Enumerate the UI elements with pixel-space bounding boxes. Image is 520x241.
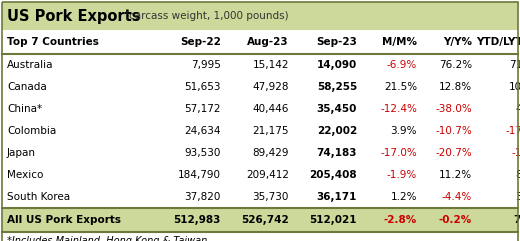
Text: 47,928: 47,928: [253, 82, 289, 92]
Text: -0.2%: -0.2%: [439, 215, 472, 225]
Text: -1.9%: -1.9%: [387, 170, 417, 180]
Text: 3.4%: 3.4%: [515, 192, 520, 202]
Text: -1.5%: -1.5%: [512, 148, 520, 158]
Text: US Pork Exports: US Pork Exports: [7, 8, 140, 24]
Text: Y/Y%: Y/Y%: [443, 37, 472, 47]
Text: 3.9%: 3.9%: [391, 126, 417, 136]
Text: 24,634: 24,634: [185, 126, 221, 136]
Bar: [2, 186, 518, 208]
Text: 12.8%: 12.8%: [439, 82, 472, 92]
Text: 58,255: 58,255: [317, 82, 357, 92]
Text: 7,995: 7,995: [191, 60, 221, 70]
Text: 71.4%: 71.4%: [509, 60, 520, 70]
Text: M/M%: M/M%: [382, 37, 417, 47]
Text: Colombia: Colombia: [7, 126, 56, 136]
Text: 89,429: 89,429: [253, 148, 289, 158]
Bar: [2, 120, 518, 142]
Text: All US Pork Exports: All US Pork Exports: [7, 215, 121, 225]
Bar: [2, 30, 518, 54]
Text: -38.0%: -38.0%: [435, 104, 472, 114]
Text: 4.3%: 4.3%: [515, 104, 520, 114]
Text: Canada: Canada: [7, 82, 47, 92]
Text: 36,171: 36,171: [317, 192, 357, 202]
Bar: [2, 54, 518, 76]
Text: 15,142: 15,142: [253, 60, 289, 70]
Text: Sep-23: Sep-23: [316, 37, 357, 47]
Text: 37,820: 37,820: [185, 192, 221, 202]
Text: Mexico: Mexico: [7, 170, 43, 180]
Text: 512,021: 512,021: [309, 215, 357, 225]
Text: 35,730: 35,730: [253, 192, 289, 202]
Text: 74,183: 74,183: [317, 148, 357, 158]
Text: Aug-23: Aug-23: [248, 37, 289, 47]
Text: Australia: Australia: [7, 60, 54, 70]
Text: -17.0%: -17.0%: [380, 148, 417, 158]
Text: South Korea: South Korea: [7, 192, 70, 202]
Text: 10.4%: 10.4%: [509, 82, 520, 92]
Text: -12.4%: -12.4%: [380, 104, 417, 114]
Text: 11.2%: 11.2%: [439, 170, 472, 180]
Text: 209,412: 209,412: [246, 170, 289, 180]
Bar: [2, 2, 518, 30]
Text: -4.4%: -4.4%: [442, 192, 472, 202]
Text: -6.9%: -6.9%: [387, 60, 417, 70]
Text: Japan: Japan: [7, 148, 36, 158]
Bar: [2, 142, 518, 164]
Text: 57,172: 57,172: [185, 104, 221, 114]
Text: 76.2%: 76.2%: [439, 60, 472, 70]
Text: 51,653: 51,653: [185, 82, 221, 92]
Text: 1.2%: 1.2%: [391, 192, 417, 202]
Text: YTD/LYTD%: YTD/LYTD%: [476, 37, 520, 47]
Bar: [2, 98, 518, 120]
Text: 205,408: 205,408: [309, 170, 357, 180]
Text: *Includes Mainland, Hong Kong & Taiwan: *Includes Mainland, Hong Kong & Taiwan: [7, 236, 207, 241]
Text: 93,530: 93,530: [185, 148, 221, 158]
Text: -20.7%: -20.7%: [435, 148, 472, 158]
Bar: [2, 76, 518, 98]
Text: 40,446: 40,446: [253, 104, 289, 114]
Text: -10.7%: -10.7%: [435, 126, 472, 136]
Text: 14,090: 14,090: [317, 60, 357, 70]
Text: 8.5%: 8.5%: [515, 170, 520, 180]
Text: -17.2%: -17.2%: [505, 126, 520, 136]
Text: 184,790: 184,790: [178, 170, 221, 180]
Text: 512,983: 512,983: [174, 215, 221, 225]
Text: (carcass weight, 1,000 pounds): (carcass weight, 1,000 pounds): [125, 11, 289, 21]
Text: 21.5%: 21.5%: [384, 82, 417, 92]
Bar: [2, 208, 518, 232]
Text: Top 7 Countries: Top 7 Countries: [7, 37, 99, 47]
Bar: [2, 164, 518, 186]
Text: 21,175: 21,175: [253, 126, 289, 136]
Text: China*: China*: [7, 104, 42, 114]
Text: Sep-22: Sep-22: [180, 37, 221, 47]
Text: 22,002: 22,002: [317, 126, 357, 136]
Text: 526,742: 526,742: [241, 215, 289, 225]
Text: -2.8%: -2.8%: [384, 215, 417, 225]
Text: 7.2%: 7.2%: [513, 215, 520, 225]
Text: 35,450: 35,450: [317, 104, 357, 114]
